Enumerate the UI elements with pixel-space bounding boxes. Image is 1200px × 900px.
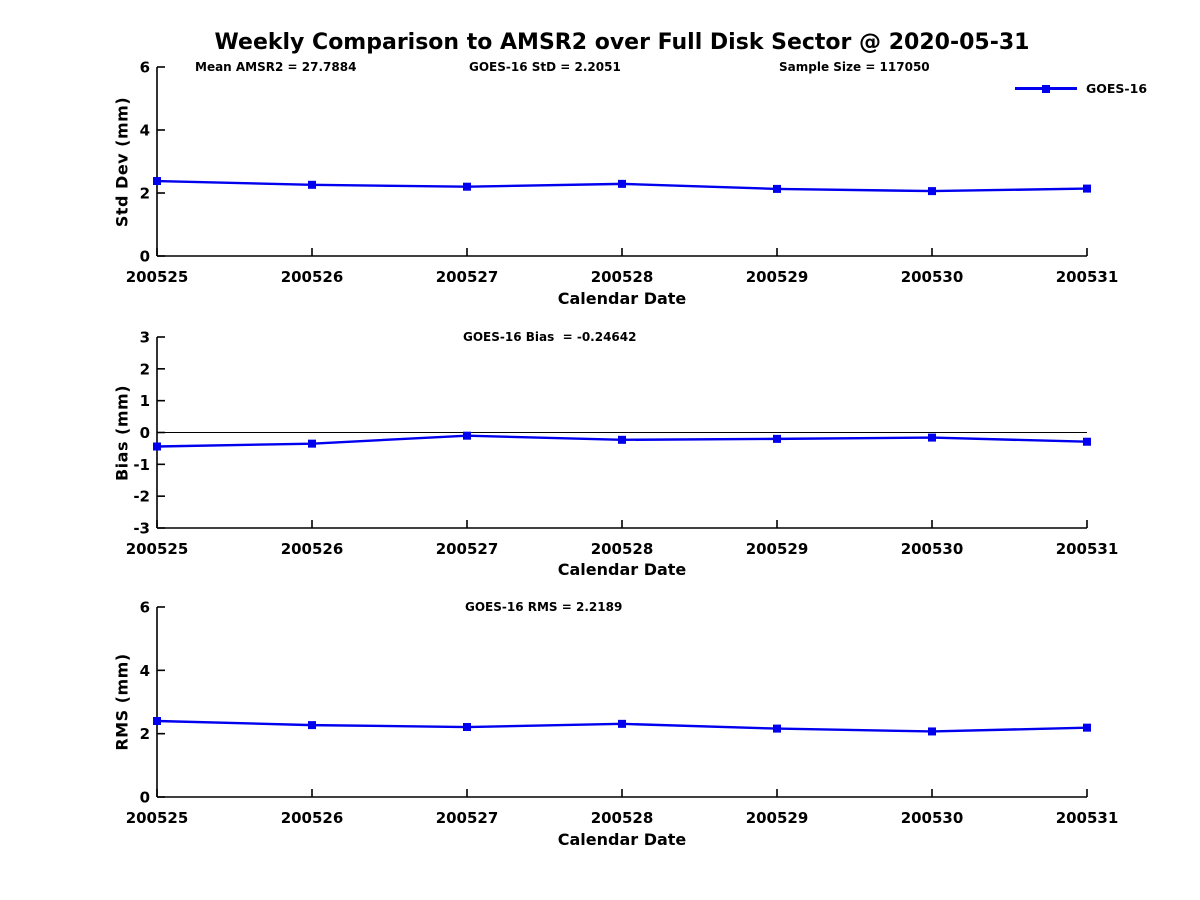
x-tick-label: 200527 — [436, 809, 499, 827]
data-point-marker — [463, 723, 471, 732]
x-tick-label: 200531 — [1056, 540, 1119, 558]
x-tick-label: 200527 — [436, 540, 499, 558]
y-tick-label: 6 — [140, 599, 150, 617]
x-tick-label: 200528 — [591, 809, 654, 827]
x-tick-label: 200529 — [746, 809, 809, 827]
data-point-marker — [928, 727, 936, 736]
x-tick-label: 200528 — [591, 268, 654, 286]
data-point-marker — [773, 724, 781, 733]
data-point-marker — [308, 721, 316, 730]
x-tick-label: 200530 — [901, 809, 964, 827]
legend-square-marker-icon — [1042, 84, 1050, 93]
bias-chart: -3 -2 -1 0 1 2 3 200525 200526 200527 200528 200529… — [126, 329, 1119, 559]
data-point-marker — [773, 434, 781, 443]
y-tick-label: 2 — [140, 185, 150, 203]
data-point-marker — [618, 435, 626, 444]
data-point-marker — [1083, 184, 1091, 193]
stddev-x-axis-label: Calendar Date — [557, 289, 687, 308]
data-point-marker — [463, 182, 471, 191]
y-tick-label: 0 — [140, 789, 150, 807]
data-point-marker — [773, 184, 781, 193]
y-tick-label: 0 — [140, 424, 150, 442]
x-tick-label: 200531 — [1056, 809, 1119, 827]
figure-title: Weekly Comparison to AMSR2 over Full Dis… — [214, 30, 1030, 55]
y-tick-label: 2 — [140, 725, 150, 743]
annotation-goes16-bias: GOES-16 Bias = -0.24642 — [463, 330, 637, 344]
x-tick-label: 200526 — [281, 809, 344, 827]
y-tick-label: 0 — [140, 248, 150, 266]
data-point-marker — [928, 187, 936, 196]
x-tick-label: 200525 — [126, 540, 189, 558]
data-point-marker — [618, 179, 626, 188]
data-point-marker — [463, 431, 471, 440]
x-tick-label: 200526 — [281, 540, 344, 558]
x-tick-label: 200525 — [126, 268, 189, 286]
x-tick-label: 200529 — [746, 540, 809, 558]
x-tick-label: 200530 — [901, 540, 964, 558]
rms-x-axis-label: Calendar Date — [557, 830, 687, 849]
y-tick-label: -1 — [133, 456, 150, 474]
data-point-marker — [153, 442, 161, 451]
y-tick-label: 4 — [140, 122, 150, 140]
data-point-marker — [928, 433, 936, 442]
y-tick-label: 6 — [140, 59, 150, 77]
x-tick-label: 200531 — [1056, 268, 1119, 286]
bias-x-axis-label: Calendar Date — [557, 560, 687, 579]
data-point-marker — [308, 180, 316, 189]
y-tick-label: -3 — [133, 520, 150, 538]
y-tick-label: 2 — [140, 360, 150, 378]
y-tick-label: 4 — [140, 662, 150, 680]
data-point-marker — [1083, 723, 1091, 732]
x-tick-label: 200528 — [591, 540, 654, 558]
legend-line-sample-icon — [1015, 84, 1077, 93]
data-point-marker — [308, 439, 316, 448]
x-tick-label: 200530 — [901, 268, 964, 286]
y-tick-label: 3 — [140, 329, 150, 347]
annotation-goes16-std: GOES-16 StD = 2.2051 — [469, 60, 621, 74]
stddev-chart: 0 2 4 6 200525 200526 200527 200528 200529 200530… — [126, 59, 1119, 287]
rms-chart: 0 2 4 6 200525 200526 200527 200528 200529 200530… — [126, 599, 1119, 828]
annotation-sample-size: Sample Size = 117050 — [779, 60, 930, 74]
x-tick-label: 200527 — [436, 268, 499, 286]
legend: GOES-16 — [1015, 81, 1147, 96]
data-point-marker — [1083, 437, 1091, 446]
x-tick-label: 200526 — [281, 268, 344, 286]
annotation-goes16-rms: GOES-16 RMS = 2.2189 — [465, 600, 623, 614]
data-point-marker — [153, 177, 161, 186]
y-tick-label: -2 — [133, 488, 150, 506]
y-tick-label: 1 — [140, 392, 150, 410]
legend-label: GOES-16 — [1086, 81, 1148, 96]
data-point-marker — [618, 719, 626, 728]
annotation-mean-amsr2: Mean AMSR2 = 27.7884 — [195, 60, 357, 74]
x-tick-label: 200525 — [126, 809, 189, 827]
x-tick-label: 200529 — [746, 268, 809, 286]
data-point-marker — [153, 717, 161, 725]
